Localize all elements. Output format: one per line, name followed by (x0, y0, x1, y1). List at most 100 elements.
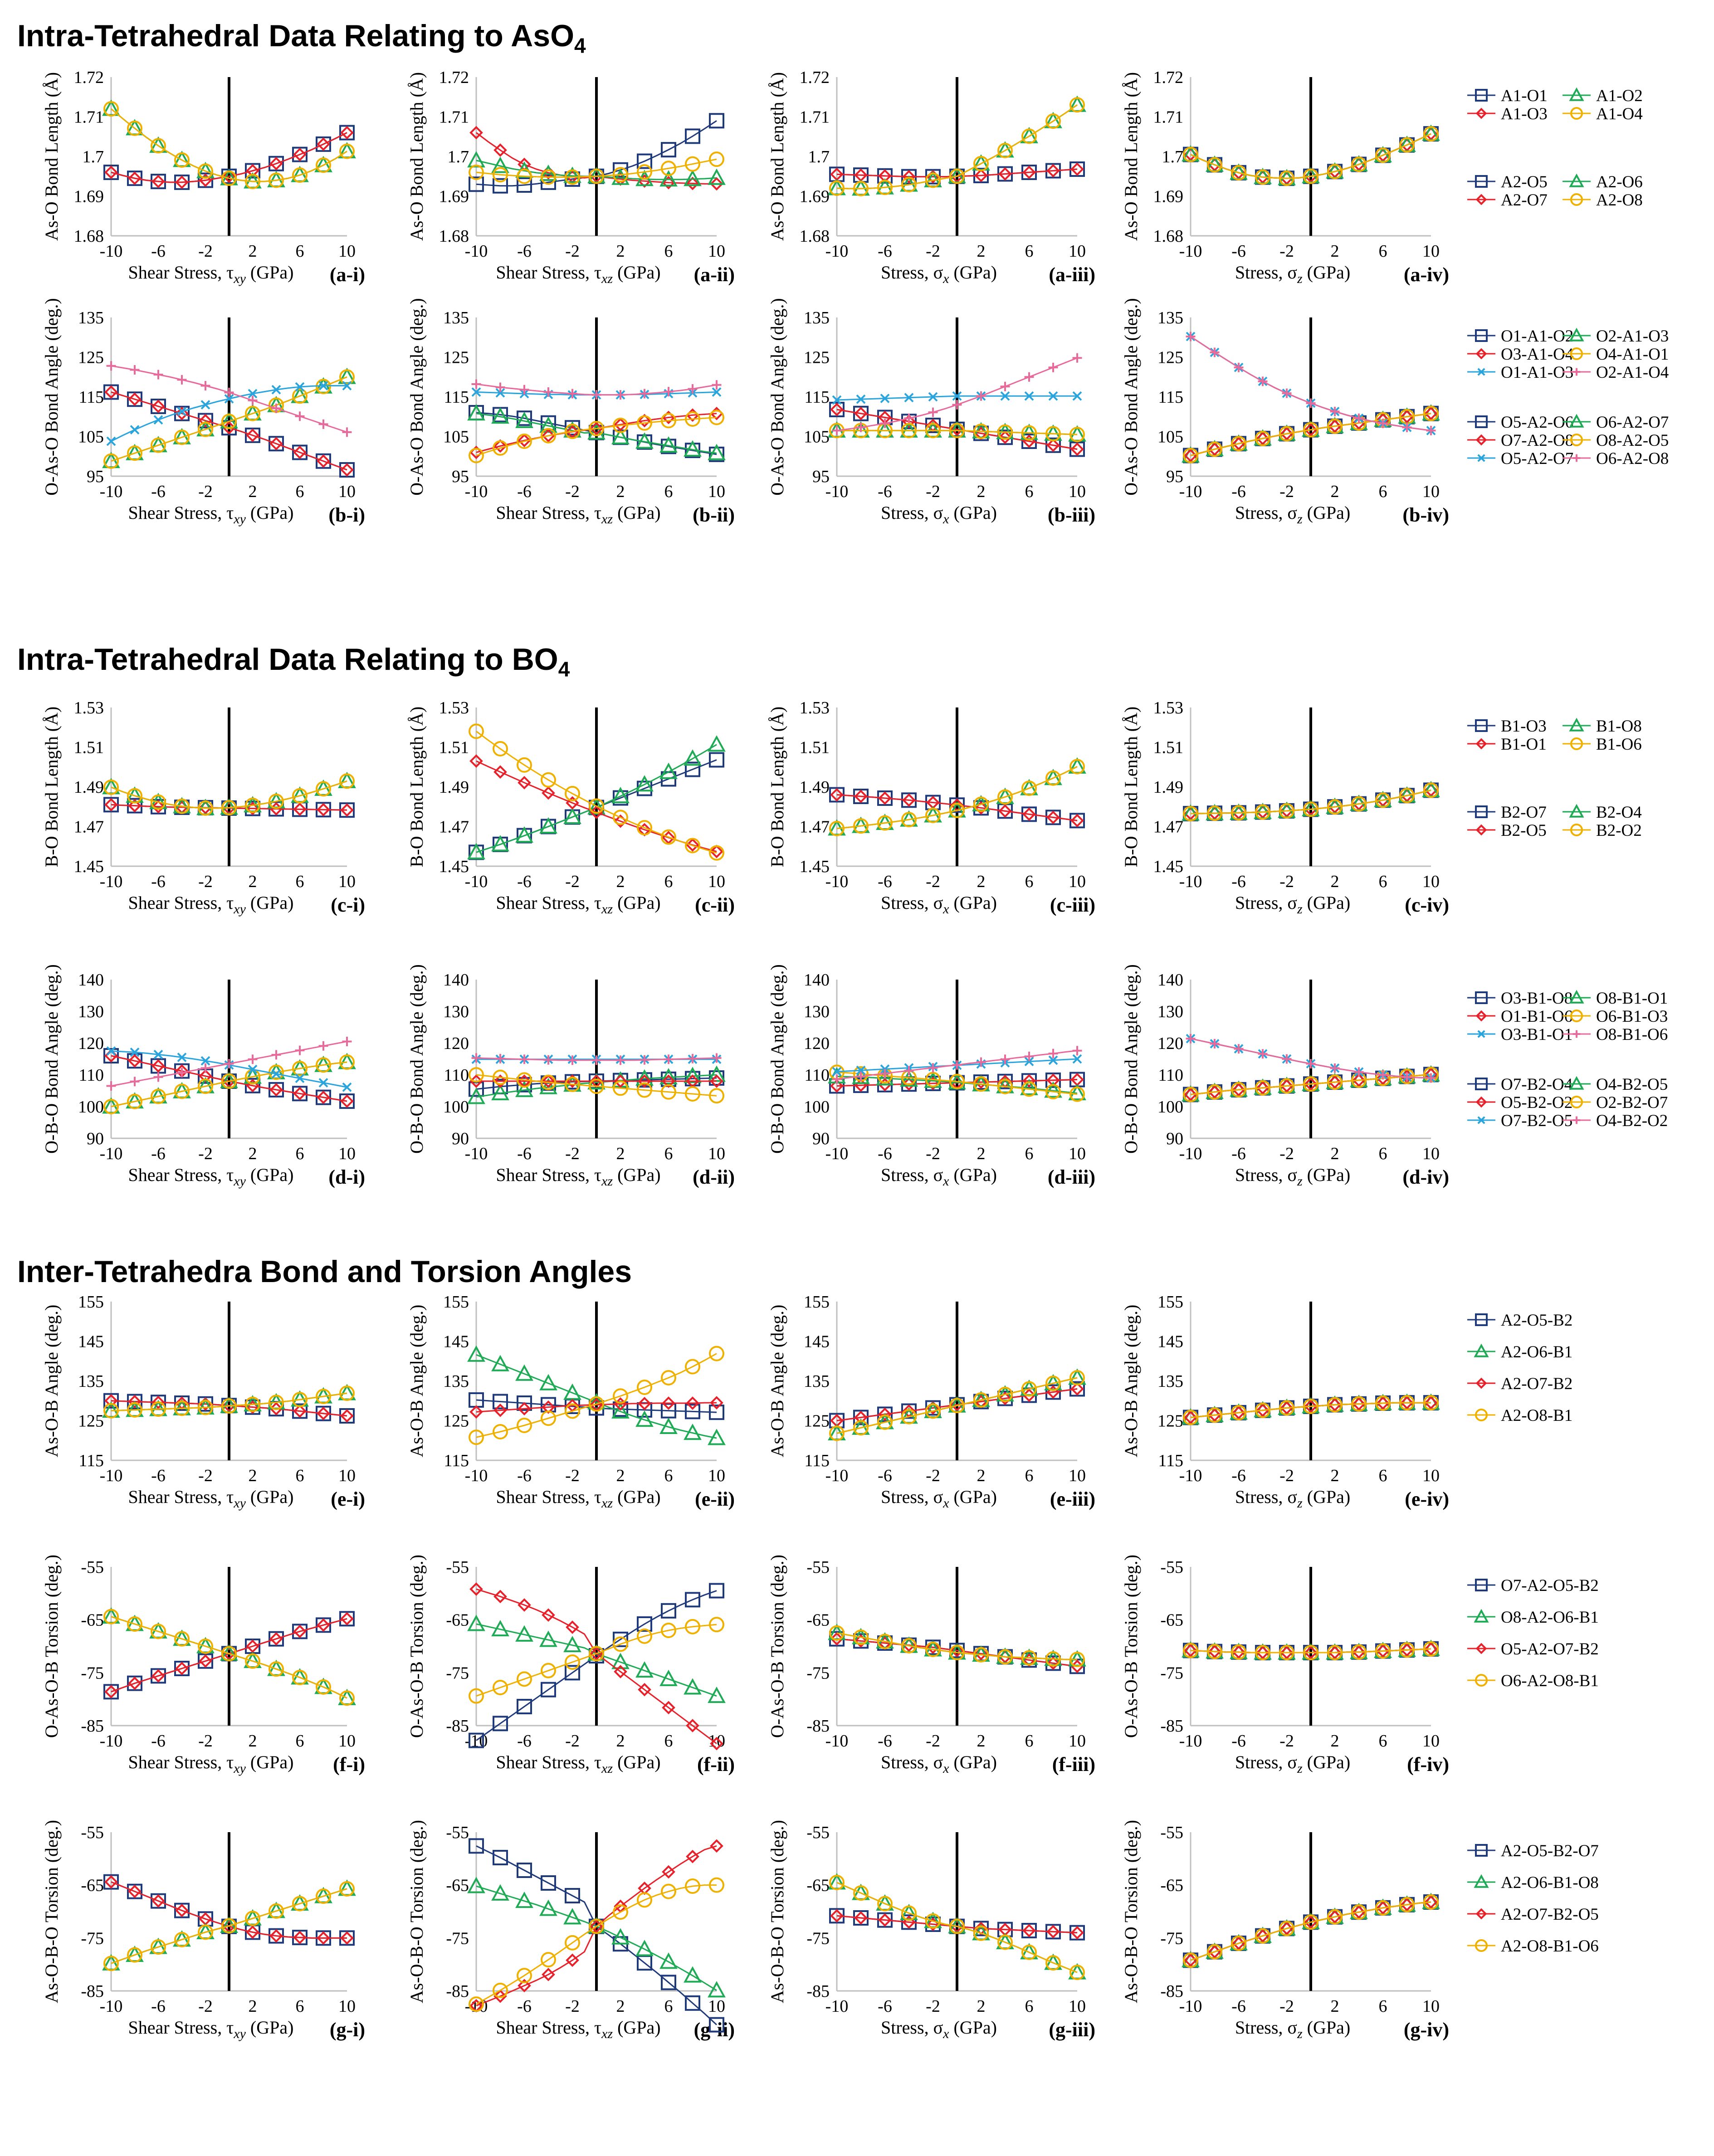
data-point-pink (295, 411, 305, 421)
data-point-green (684, 170, 702, 186)
legend-label: O5-A2-O7-B2 (1501, 1640, 1599, 1658)
x-tick-label: -6 (878, 1997, 892, 2016)
data-point-gold (174, 152, 190, 168)
data-point-gold (1231, 1082, 1246, 1098)
data-point-gold (1231, 1644, 1246, 1660)
panel-label: (b-i) (328, 504, 365, 526)
data-point-navy (493, 1716, 508, 1732)
y-tick-label: 1.72 (1153, 68, 1184, 87)
panel-e-ii: 115 125 135 145 155 -10 -6 -2 2 6 10 As-O-B Angle (… (406, 1293, 735, 1511)
y-tick-label: 120 (1157, 1034, 1183, 1053)
data-point-cyan (200, 400, 210, 410)
data-point-red (340, 463, 354, 477)
y-tick-label: 155 (804, 1293, 830, 1312)
data-point-pink (1000, 1054, 1010, 1064)
series-line-gold (476, 731, 717, 854)
x-tick-label: -2 (198, 1144, 213, 1163)
data-point-gold (198, 421, 213, 437)
data-point-red (151, 400, 165, 413)
x-axis-label: Shear Stress, τxy (GPa) (128, 262, 294, 286)
x-tick-label: -2 (926, 1732, 940, 1751)
legend-label: A2-O6-B1 (1501, 1343, 1572, 1361)
x-tick-label: -10 (825, 872, 849, 891)
data-point-gold (1207, 1407, 1222, 1423)
y-tick-label: 140 (804, 971, 830, 990)
x-tick-label: 10 (708, 1732, 725, 1751)
y-tick-label: 90 (87, 1129, 104, 1148)
data-point-red (493, 439, 507, 453)
data-point-red (1328, 1398, 1342, 1412)
series-line-gold (1190, 413, 1431, 456)
data-point-pink (200, 1063, 210, 1073)
x-tick-label: 6 (1379, 1997, 1387, 2016)
data-point-pink (1402, 1072, 1412, 1082)
data-point-cyan (295, 382, 305, 392)
y-tick-label: 115 (444, 1451, 469, 1470)
data-point-red (686, 1719, 699, 1732)
x-tick-label: 10 (1069, 242, 1086, 261)
y-axis-label: O-B-O Bond Angle (deg.) (1121, 964, 1141, 1154)
y-tick-label: 125 (78, 1412, 104, 1431)
data-point-gold (493, 1424, 508, 1439)
data-point-green (467, 404, 485, 421)
x-tick-label: 2 (977, 1466, 986, 1485)
legend-b-1: O1-A1-O2 O2-A1-O3 O3-A1-O4 O4-A1-O1 O1-A1-O3… (1467, 327, 1669, 382)
data-point-gold (661, 829, 676, 845)
data-point-red (246, 1639, 259, 1653)
panel-label: (c-iv) (1405, 894, 1449, 916)
data-point-gold (1303, 1076, 1318, 1092)
x-tick-label: -6 (878, 1732, 892, 1751)
y-axis-label: As-O Bond Length (Å) (41, 72, 62, 241)
x-tick-label: -6 (878, 242, 892, 261)
data-point-red (246, 1925, 259, 1939)
x-tick-label: 2 (977, 482, 986, 501)
data-point-green (684, 1678, 702, 1695)
data-point-pink (471, 379, 481, 389)
data-point-cyan (271, 1069, 281, 1079)
legend-label: O3-B1-O1 (1501, 1025, 1572, 1044)
legend-marker-green (1569, 1076, 1584, 1090)
data-point-red (469, 1582, 483, 1596)
data-point-cyan (248, 389, 258, 399)
y-tick-label: -75 (1160, 1663, 1183, 1683)
x-axis-label: Stress, σx (GPa) (881, 502, 997, 527)
x-tick-label: -10 (1179, 1466, 1202, 1485)
legend-d-2: O7-B2-O4 O4-B2-O5 O5-B2-O2 O2-B2-O7 O7-B2-O5… (1467, 1075, 1668, 1130)
y-tick-label: 155 (78, 1293, 104, 1312)
data-point-gold (949, 1073, 965, 1089)
data-point-navy (316, 1089, 331, 1105)
data-point-gold (565, 1077, 580, 1092)
legend-label: O1-A1-O3 (1501, 363, 1573, 382)
data-point-green (635, 1069, 654, 1086)
data-point-pink (1426, 1073, 1436, 1083)
data-point-gold (221, 1398, 237, 1414)
data-point-gold (661, 1883, 676, 1899)
data-point-gold (1375, 792, 1391, 808)
data-point-red (269, 1402, 283, 1416)
data-point-red (1208, 1408, 1221, 1422)
x-tick-label: 10 (338, 1144, 356, 1163)
panel-a-iv: 1.68 1.69 1.7 1.71 1.72 -10 -6 -2 2 6 10 As-O Bond … (1121, 68, 1449, 286)
data-point-gold (685, 838, 700, 854)
x-tick-label: -10 (100, 482, 123, 501)
data-point-red (104, 1875, 118, 1889)
legend-marker-cyan (1477, 1116, 1485, 1124)
y-axis-label: As-O-B Angle (deg.) (406, 1305, 427, 1458)
y-tick-label: -55 (81, 1823, 104, 1842)
y-tick-label: -55 (446, 1823, 469, 1842)
data-point-green (659, 762, 678, 779)
data-point-gold (613, 1904, 628, 1920)
data-point-red (175, 1662, 189, 1675)
data-point-pink (153, 370, 163, 380)
data-point-navy (661, 1403, 676, 1419)
data-point-gold (517, 757, 532, 773)
y-tick-label: 1.47 (1153, 818, 1184, 837)
legend-marker-navy (1475, 719, 1488, 732)
x-tick-label: -10 (1179, 242, 1202, 261)
y-tick-label: 105 (443, 428, 469, 447)
y-tick-label: 1.51 (800, 738, 830, 757)
panel-label: (d-iii) (1048, 1166, 1095, 1188)
data-point-gold (1399, 1897, 1415, 1912)
y-axis-label: O-As-O Bond Angle (deg.) (1121, 298, 1141, 496)
legend-marker-gold (1570, 193, 1583, 206)
